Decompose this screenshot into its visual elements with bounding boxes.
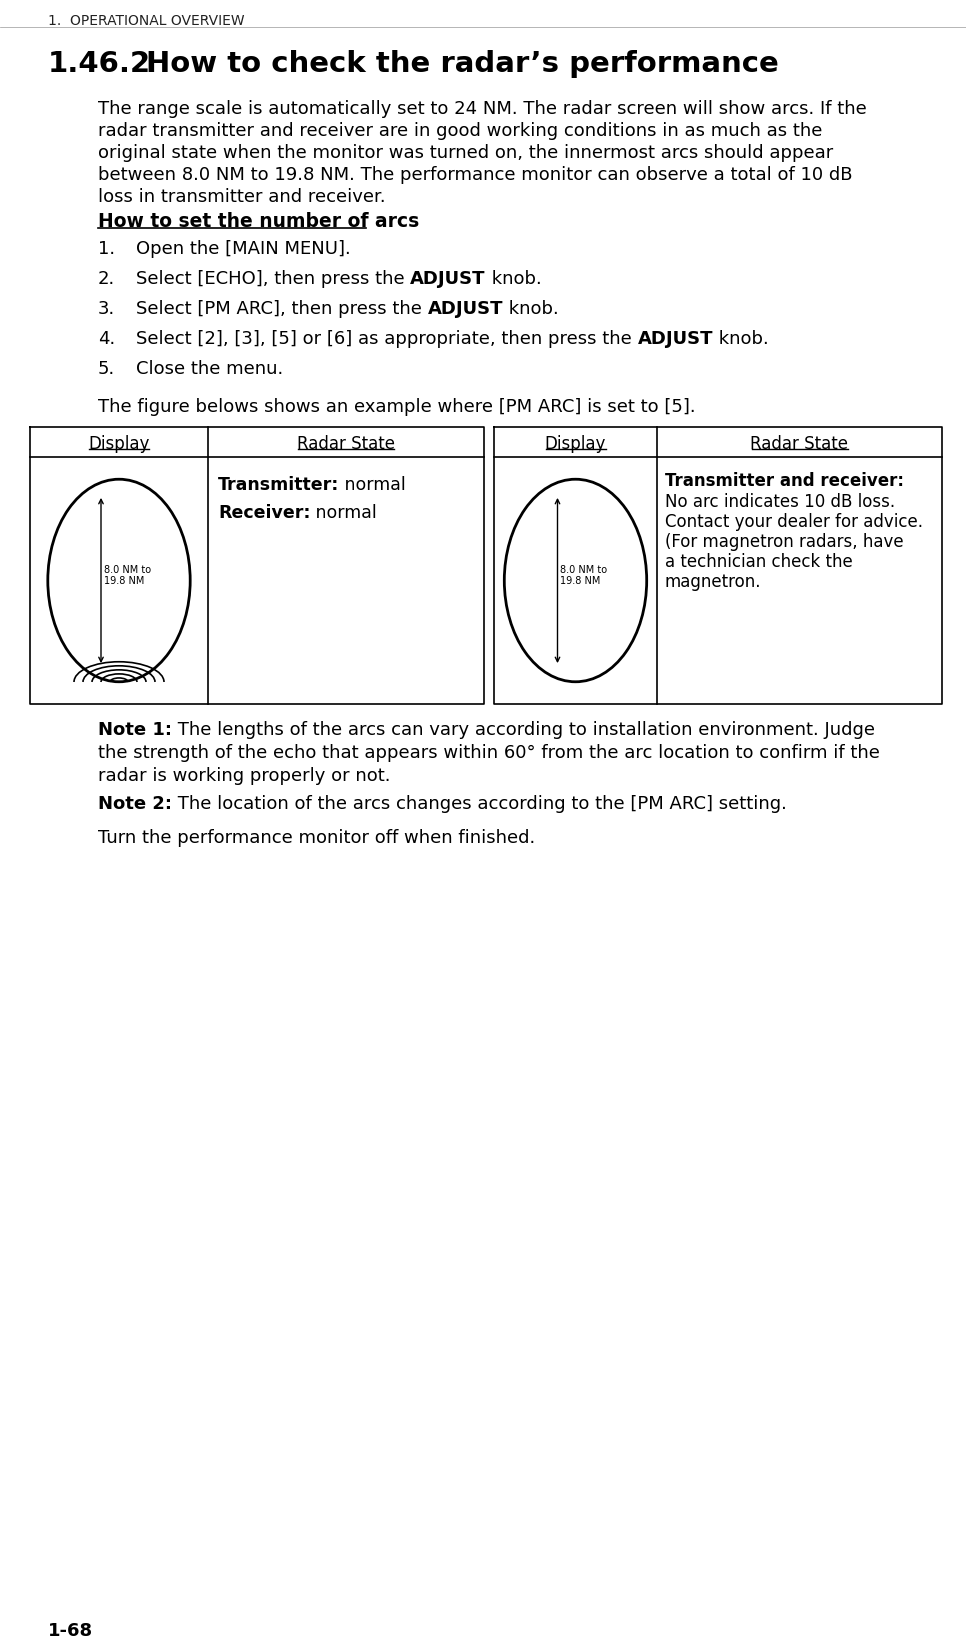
Text: magnetron.: magnetron. [665, 572, 761, 590]
Text: the strength of the echo that appears within 60° from the arc location to confir: the strength of the echo that appears wi… [98, 744, 880, 762]
Text: Close the menu.: Close the menu. [136, 361, 283, 377]
Text: 8.0 NM to
19.8 NM: 8.0 NM to 19.8 NM [560, 564, 608, 587]
Text: Turn the performance monitor off when finished.: Turn the performance monitor off when fi… [98, 828, 535, 846]
Text: Note 2:: Note 2: [98, 795, 172, 813]
Text: 1.: 1. [98, 239, 115, 257]
Text: Receiver:: Receiver: [218, 503, 310, 521]
Text: loss in transmitter and receiver.: loss in transmitter and receiver. [98, 188, 385, 207]
Text: a technician check the: a technician check the [665, 552, 853, 570]
Text: Select [PM ARC], then press the: Select [PM ARC], then press the [136, 300, 428, 318]
Text: The location of the arcs changes according to the [PM ARC] setting.: The location of the arcs changes accordi… [172, 795, 787, 813]
Text: 5.: 5. [98, 361, 115, 377]
Text: The range scale is automatically set to 24 NM. The radar screen will show arcs. : The range scale is automatically set to … [98, 100, 867, 118]
Text: Note 1:: Note 1: [98, 721, 172, 739]
Text: Radar State: Radar State [297, 434, 395, 452]
Text: knob.: knob. [713, 329, 769, 347]
Text: (For magnetron radars, have: (For magnetron radars, have [665, 533, 903, 551]
Text: 1.46.2: 1.46.2 [48, 49, 151, 79]
Text: ADJUST: ADJUST [638, 329, 713, 347]
Text: How to check the radar’s performance: How to check the radar’s performance [146, 49, 779, 79]
Text: between 8.0 NM to 19.8 NM. The performance monitor can observe a total of 10 dB: between 8.0 NM to 19.8 NM. The performan… [98, 166, 853, 184]
Text: The lengths of the arcs can vary according to installation environment. Judge: The lengths of the arcs can vary accordi… [172, 721, 875, 739]
Text: 4.: 4. [98, 329, 115, 347]
Text: 8.0 NM to
19.8 NM: 8.0 NM to 19.8 NM [104, 564, 151, 587]
Text: ADJUST: ADJUST [428, 300, 503, 318]
Text: How to set the number of arcs: How to set the number of arcs [98, 211, 419, 231]
Text: No arc indicates 10 dB loss.: No arc indicates 10 dB loss. [665, 493, 895, 511]
Text: Display: Display [545, 434, 607, 452]
Text: Select [2], [3], [5] or [6] as appropriate, then press the: Select [2], [3], [5] or [6] as appropria… [136, 329, 638, 347]
Text: original state when the monitor was turned on, the innermost arcs should appear: original state when the monitor was turn… [98, 144, 834, 162]
Text: 3.: 3. [98, 300, 115, 318]
Text: Radar State: Radar State [751, 434, 848, 452]
Text: radar is working properly or not.: radar is working properly or not. [98, 767, 390, 785]
Text: normal: normal [310, 503, 378, 521]
Text: The figure belows shows an example where [PM ARC] is set to [5].: The figure belows shows an example where… [98, 398, 696, 416]
Text: Transmitter and receiver:: Transmitter and receiver: [665, 472, 904, 490]
Text: knob.: knob. [486, 270, 542, 288]
Text: normal: normal [339, 475, 406, 493]
Text: 1-68: 1-68 [48, 1621, 93, 1639]
Text: Transmitter:: Transmitter: [218, 475, 339, 493]
Text: Open the [MAIN MENU].: Open the [MAIN MENU]. [136, 239, 351, 257]
Text: Contact your dealer for advice.: Contact your dealer for advice. [665, 513, 923, 531]
Text: knob.: knob. [503, 300, 559, 318]
Text: Select [ECHO], then press the: Select [ECHO], then press the [136, 270, 411, 288]
Text: ADJUST: ADJUST [411, 270, 486, 288]
Text: 1.  OPERATIONAL OVERVIEW: 1. OPERATIONAL OVERVIEW [48, 15, 244, 28]
Text: Display: Display [88, 434, 150, 452]
Text: 2.: 2. [98, 270, 115, 288]
Text: radar transmitter and receiver are in good working conditions in as much as the: radar transmitter and receiver are in go… [98, 121, 822, 139]
